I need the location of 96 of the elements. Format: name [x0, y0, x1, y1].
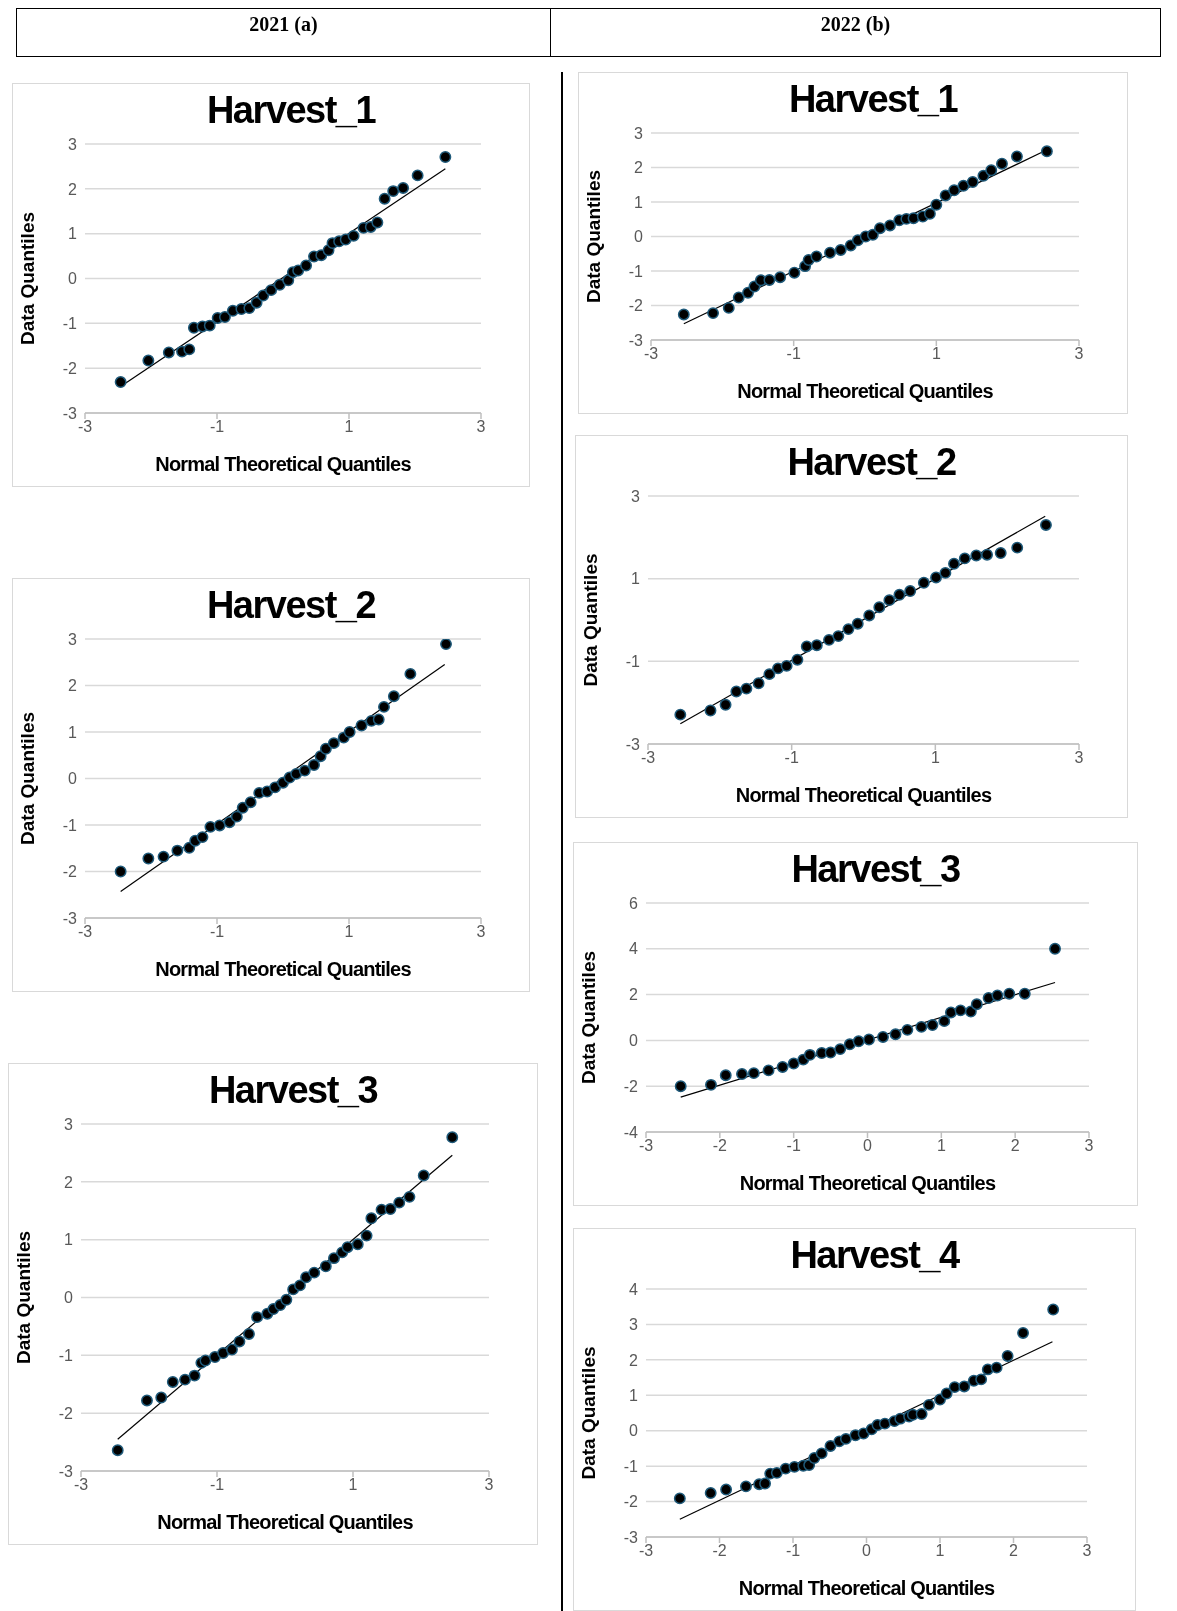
x-tick-label: -1 [785, 1542, 801, 1560]
y-tick-label: 1 [68, 225, 78, 243]
x-tick-label: -1 [786, 1137, 801, 1155]
x-axis-title: Normal Theoretical Quantiles [155, 958, 412, 980]
y-tick-label: -2 [623, 1077, 639, 1095]
x-tick-label: -1 [209, 1476, 225, 1494]
y-tick-label: 3 [631, 487, 641, 505]
y-tick-label: 4 [629, 1280, 639, 1298]
x-tick-label: 1 [930, 749, 940, 767]
y-tick-label: -1 [62, 816, 78, 834]
chart-title: Harvest_2 [786, 440, 957, 485]
x-tick-label: -2 [712, 1137, 728, 1155]
x-tick-label: 0 [863, 1137, 873, 1155]
y-tick-label: 0 [64, 1289, 74, 1307]
y-tick-label: -1 [628, 262, 644, 280]
y-tick-label: 0 [68, 770, 78, 788]
y-tick-label: -3 [623, 1528, 639, 1546]
x-tick-label: 1 [936, 1137, 946, 1155]
y-tick-label: 3 [64, 1115, 74, 1133]
x-tick-label: 3 [484, 1476, 494, 1494]
x-tick-label: 1 [344, 923, 354, 941]
chart-title: Harvest_3 [790, 847, 961, 892]
y-tick-label: 2 [64, 1173, 74, 1191]
x-axis-title: Normal Theoretical Quantiles [157, 1511, 414, 1533]
x-tick-label: 1 [344, 418, 354, 436]
y-tick-label: 3 [68, 630, 78, 648]
y-tick-label: -1 [58, 1347, 74, 1365]
y-tick-label: 0 [629, 1032, 639, 1050]
x-axis-title: Normal Theoretical Quantiles [735, 784, 992, 806]
y-tick-label: -1 [62, 315, 78, 333]
x-tick-label: 3 [1084, 1137, 1094, 1155]
y-axis-title: Data Quantiles [582, 169, 604, 304]
y-tick-label: 0 [634, 228, 644, 246]
x-tick-label: 3 [1082, 1542, 1092, 1560]
y-tick-label: 0 [629, 1422, 639, 1440]
y-tick-label: -2 [62, 863, 78, 881]
y-tick-label: 2 [629, 1351, 639, 1369]
x-tick-label: -1 [784, 749, 799, 767]
y-tick-label: -3 [628, 331, 644, 349]
x-tick-label: 2 [1010, 1137, 1020, 1155]
y-tick-label: 3 [634, 124, 644, 142]
y-tick-label: -3 [58, 1462, 74, 1480]
y-tick-label: 3 [68, 135, 78, 153]
y-tick-label: 1 [68, 723, 78, 741]
y-tick-label: -1 [623, 1457, 639, 1475]
y-tick-label: 1 [64, 1231, 74, 1249]
y-tick-label: 1 [631, 570, 641, 588]
y-tick-label: 0 [68, 270, 78, 288]
x-tick-label: -1 [209, 923, 225, 941]
y-axis-title: Data Quantiles [12, 1230, 34, 1365]
chart-title: Harvest_4 [789, 1233, 961, 1278]
y-tick-label: -2 [62, 359, 78, 377]
x-tick-label: 1 [935, 1542, 945, 1560]
x-tick-label: 3 [476, 418, 486, 436]
y-tick-label: 2 [68, 677, 78, 695]
y-axis-title: Data Quantiles [16, 711, 38, 846]
x-tick-label: 0 [862, 1542, 872, 1560]
y-tick-label: 2 [629, 986, 639, 1004]
x-tick-label: 1 [931, 345, 941, 363]
y-tick-label: -2 [58, 1404, 74, 1422]
y-axis-title: Data Quantiles [579, 553, 601, 687]
y-tick-label: 4 [629, 940, 639, 958]
x-tick-label: 3 [1074, 345, 1084, 363]
y-axis-title: Data Quantiles [577, 1346, 599, 1480]
y-tick-label: 1 [634, 193, 644, 211]
y-tick-label: -3 [62, 404, 78, 422]
y-tick-label: -2 [628, 297, 644, 315]
x-tick-label: -2 [712, 1542, 727, 1560]
y-tick-label: 3 [629, 1316, 639, 1334]
y-tick-label: 2 [68, 180, 78, 198]
y-tick-label: -1 [625, 653, 641, 671]
y-axis-title: Data Quantiles [16, 211, 38, 346]
chart-title: Harvest_3 [207, 1068, 379, 1113]
y-tick-label: 1 [629, 1386, 639, 1404]
x-tick-label: -1 [209, 418, 225, 436]
y-tick-label: -3 [625, 735, 641, 753]
text: 2022 (b) [550, 8, 1161, 57]
y-tick-label: 6 [629, 894, 639, 912]
x-tick-label: -1 [786, 345, 801, 363]
y-tick-label: -3 [62, 909, 78, 927]
x-axis-title: Normal Theoretical Quantiles [739, 1172, 996, 1194]
x-axis-title: Normal Theoretical Quantiles [155, 453, 412, 475]
text: 2021 (a) [16, 8, 551, 57]
y-axis-title: Data Quantiles [577, 950, 599, 1085]
x-tick-label: 1 [348, 1476, 358, 1494]
x-axis-title: Normal Theoretical Quantiles [737, 380, 994, 402]
chart-title: Harvest_2 [205, 583, 377, 628]
x-axis-title: Normal Theoretical Quantiles [738, 1577, 995, 1599]
chart-title: Harvest_1 [205, 88, 377, 133]
chart-title: Harvest_1 [787, 77, 959, 122]
x-tick-label: 2 [1009, 1542, 1019, 1560]
y-tick-label: 2 [634, 159, 644, 177]
y-tick-label: -4 [623, 1123, 639, 1141]
x-tick-label: 3 [1074, 749, 1084, 767]
y-tick-label: -2 [623, 1493, 639, 1511]
x-tick-label: 3 [476, 923, 486, 941]
